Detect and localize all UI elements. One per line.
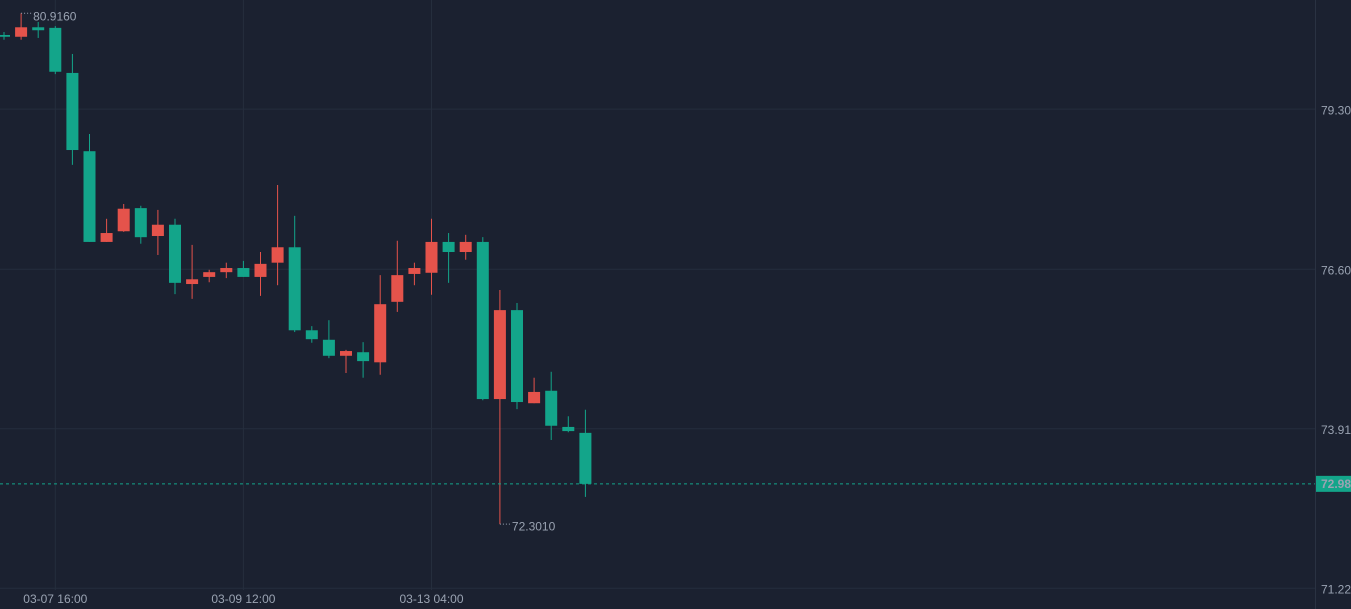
candle-body <box>169 224 181 283</box>
annotation-label: 80.9160 <box>33 9 77 23</box>
x-tick-label: 03-07 16:00 <box>23 592 87 606</box>
y-tick-label: 73.91 <box>1321 423 1351 437</box>
candle-body <box>579 432 592 484</box>
candle-body <box>545 390 558 426</box>
candle-body <box>254 263 267 277</box>
candle-body <box>66 72 79 151</box>
candle-body <box>322 339 335 356</box>
candle-body <box>391 275 404 302</box>
candle-body <box>459 241 472 253</box>
x-tick-label: 03-09 12:00 <box>211 592 275 606</box>
candle-body <box>83 151 96 242</box>
candle-body <box>237 268 250 277</box>
candle-body <box>476 241 489 400</box>
candle-body <box>288 247 301 331</box>
candle-body <box>203 272 216 277</box>
candle-body <box>340 351 352 356</box>
candle-body <box>511 310 523 403</box>
last-price-box <box>1316 475 1351 492</box>
candle-body <box>134 208 147 238</box>
candle-body <box>15 27 28 37</box>
y-tick-label: 79.30 <box>1321 103 1351 117</box>
candle-body <box>271 247 284 263</box>
candle-body <box>425 241 438 273</box>
candle-body <box>562 426 575 432</box>
annotation-label: 72.3010 <box>512 519 556 533</box>
last-price-label: 72.98 <box>1321 477 1351 491</box>
candle-body <box>305 330 318 340</box>
candle-body <box>493 310 506 400</box>
y-tick-label: 76.60 <box>1321 263 1351 277</box>
candle-body <box>100 233 113 242</box>
candle-body <box>357 352 370 362</box>
candle-body <box>528 391 541 404</box>
candle-body <box>151 224 164 236</box>
candle-body <box>0 34 10 37</box>
candle-body <box>117 208 130 232</box>
candle-body <box>49 27 62 72</box>
candle-body <box>374 304 387 363</box>
candle-body <box>220 268 233 273</box>
x-tick-label: 03-13 04:00 <box>399 592 463 606</box>
candle-body <box>186 279 199 285</box>
candle-body <box>442 241 455 253</box>
candle-body <box>32 27 45 31</box>
y-tick-label: 71.22 <box>1321 582 1351 596</box>
candle-body <box>408 268 421 274</box>
